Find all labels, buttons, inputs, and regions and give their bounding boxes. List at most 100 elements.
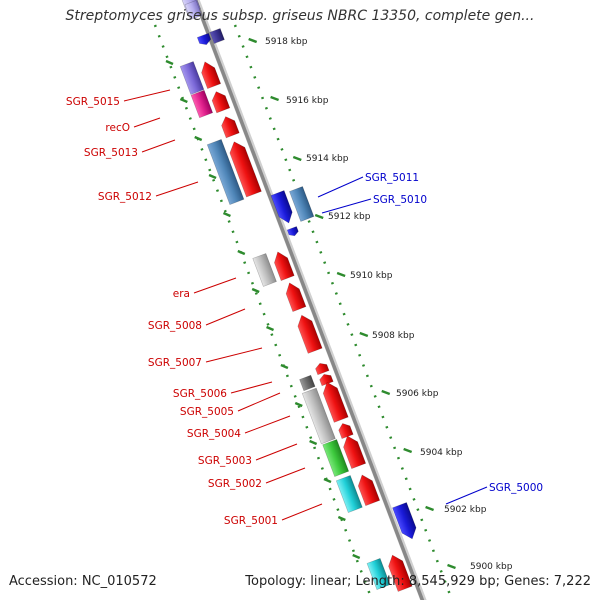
gene-glyph[interactable] [270,190,295,226]
gene-feature[interactable] [252,253,277,287]
gene-glyph[interactable] [337,421,354,440]
gene-glyph[interactable] [366,558,391,590]
gene-feature[interactable] [320,380,349,423]
gene-glyph[interactable] [335,475,363,513]
ruler-tick [359,331,369,338]
gene-feature[interactable] [289,186,315,222]
gene-feature[interactable] [340,433,367,470]
gene-label-right[interactable]: SGR_5011 [365,172,419,184]
gene-feature[interactable] [337,421,354,440]
gene-glyph[interactable] [355,472,381,507]
gene-feature[interactable] [190,89,214,119]
gene-glyph[interactable] [295,313,323,354]
genome-title: Streptomyces griseus subsp. griseus NBRC… [65,8,535,24]
gene-glyph[interactable] [385,553,413,592]
gene-label-left[interactable]: SGR_5005 [180,406,234,418]
gene-feature[interactable] [179,61,205,95]
ruler-tick [425,505,435,512]
gene-label-left[interactable]: SGR_5001 [224,515,278,527]
gene-glyph[interactable] [179,61,205,95]
gene-feature[interactable] [299,374,316,392]
gene-feature[interactable] [392,502,419,542]
gene-glyph[interactable] [299,374,316,392]
gene-glyph[interactable] [289,186,315,222]
gene-feature[interactable] [283,280,307,312]
gene-label-right[interactable]: SGR_5000 [489,482,543,494]
gene-feature[interactable] [318,372,334,387]
ruler-tick [403,447,413,454]
label-leader-line [244,415,291,434]
gene-label-left[interactable]: SGR_5013 [84,147,138,159]
ruler-tick [194,135,203,142]
gene-feature[interactable] [219,114,240,139]
gene-feature[interactable] [295,313,323,354]
gene-track[interactable] [176,0,419,592]
gene-label-left[interactable]: SGR_5006 [173,388,227,400]
gene-feature[interactable] [286,226,299,237]
label-leader-line [123,89,171,102]
gene-glyph[interactable] [392,502,419,542]
gene-feature[interactable] [196,32,212,47]
gene-feature[interactable] [335,475,363,513]
gene-feature[interactable] [198,59,222,90]
scale-label: 5904 kbp [420,448,463,458]
gene-glyph[interactable] [314,361,330,376]
scale-label: 5906 kbp [396,389,439,399]
gene-label-left[interactable]: SGR_5012 [98,191,152,203]
gene-feature[interactable] [355,472,381,507]
gene-glyph[interactable] [198,59,222,90]
gene-feature[interactable] [206,139,245,205]
gene-feature[interactable] [227,139,262,198]
gene-glyph[interactable] [252,253,277,287]
gene-feature[interactable] [209,28,225,44]
gene-feature[interactable] [271,249,295,281]
gene-glyph[interactable] [301,387,336,445]
ruler-tick [314,213,324,220]
gene-feature[interactable] [270,190,295,226]
label-leader-line [281,503,323,521]
gene-feature[interactable] [210,89,231,114]
gene-feature[interactable] [385,553,413,592]
gene-feature[interactable] [184,0,203,20]
gene-label-left[interactable]: recO [105,122,130,134]
gene-feature[interactable] [322,439,350,477]
gene-glyph[interactable] [206,139,245,205]
gene-glyph[interactable] [271,249,295,281]
gene-label-left[interactable]: SGR_5007 [148,357,202,369]
gene-label-left[interactable]: SGR_5003 [198,455,252,467]
gene-label-left[interactable]: SGR_5015 [66,96,120,108]
gene-glyph[interactable] [318,372,334,387]
label-leader-line [141,139,176,153]
gene-feature[interactable] [314,361,330,376]
accession-text: Accession: NC_010572 [9,574,157,589]
scale-label: 5916 kbp [286,96,329,106]
gene-glyph[interactable] [184,0,203,20]
gene-label-left[interactable]: SGR_5002 [208,478,262,490]
ruler-tick [248,37,258,44]
gene-glyph[interactable] [340,433,367,470]
gene-label-left[interactable]: SGR_5008 [148,320,202,332]
gene-glyph[interactable] [320,380,349,423]
gene-glyph[interactable] [190,89,214,119]
label-leader-line [237,392,281,412]
gene-label-right[interactable]: SGR_5010 [373,194,427,206]
gene-glyph[interactable] [209,28,225,44]
gene-glyph[interactable] [227,139,262,198]
genome-summary-text: Topology: linear; Length: 8,545,929 bp; … [245,574,591,589]
gene-label-left[interactable]: era [173,288,190,300]
gene-glyph[interactable] [210,89,231,114]
gene-feature[interactable] [366,558,391,590]
gene-glyph[interactable] [286,226,299,237]
label-leader-line [317,176,364,198]
gene-glyph[interactable] [196,32,212,47]
gene-glyph[interactable] [283,280,307,312]
ruler-tick [323,477,332,484]
gene-glyph[interactable] [322,439,350,477]
gene-feature[interactable] [301,387,336,445]
gene-label-left[interactable]: SGR_5004 [187,428,241,440]
ruler-tick [309,439,318,446]
gene-glyph[interactable] [219,114,240,139]
